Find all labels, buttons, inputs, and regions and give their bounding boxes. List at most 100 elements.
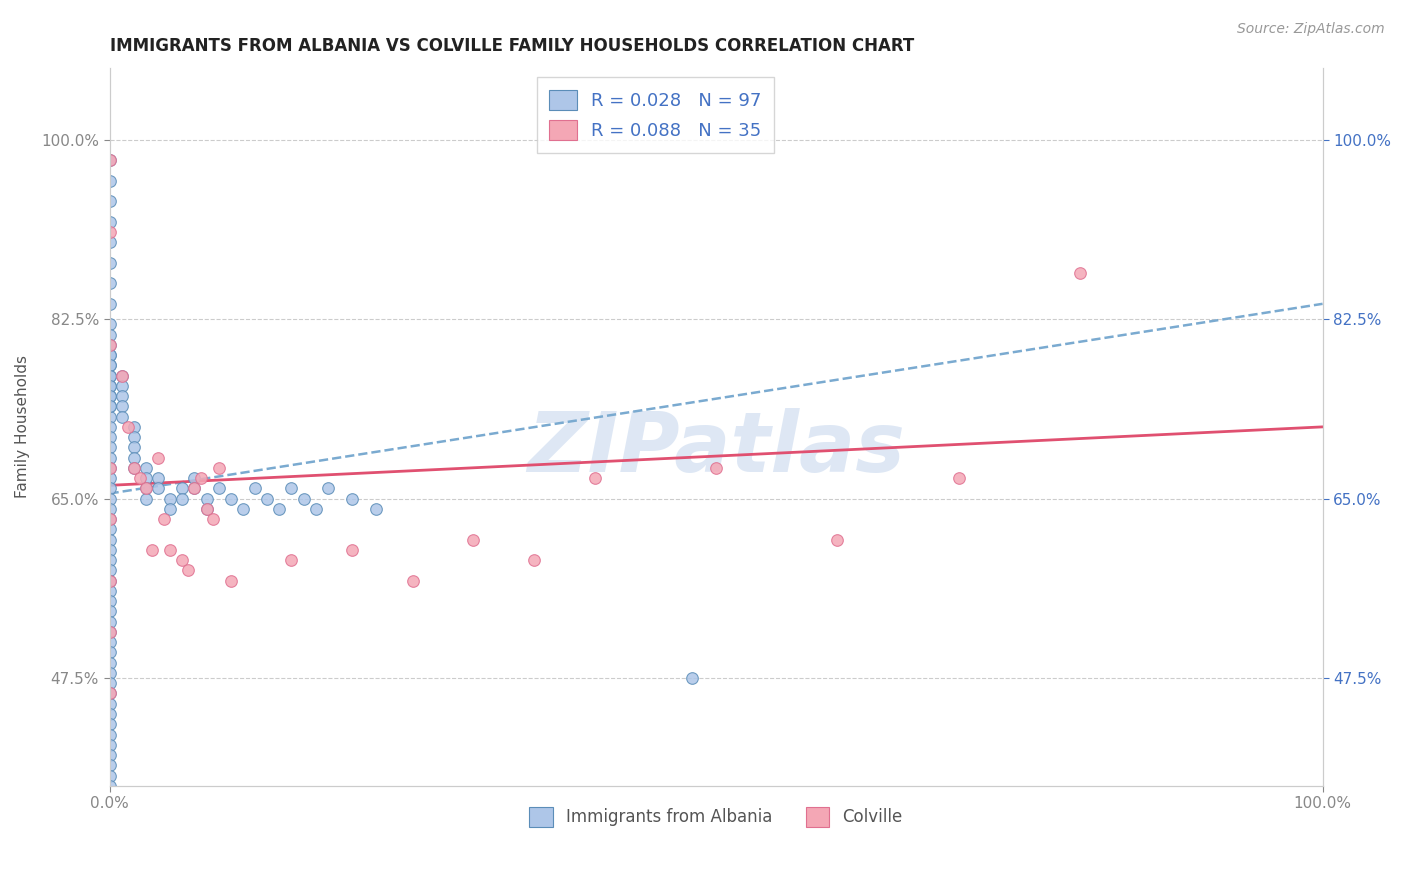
Point: [128, 471, 150, 485]
Point: [201, 512, 224, 526]
Point: [98, 604, 121, 618]
Point: [98, 779, 121, 793]
Point: [98, 502, 121, 516]
Point: [208, 482, 231, 496]
Point: [292, 491, 315, 506]
Point: [111, 389, 134, 403]
Point: [98, 686, 121, 700]
Text: ZIPatlas: ZIPatlas: [527, 408, 905, 489]
Point: [280, 482, 302, 496]
Point: [98, 389, 121, 403]
Point: [172, 491, 194, 506]
Point: [98, 256, 121, 270]
Point: [98, 635, 121, 649]
Point: [135, 461, 157, 475]
Point: [98, 747, 121, 762]
Point: [122, 430, 145, 444]
Y-axis label: Family Households: Family Households: [15, 355, 30, 499]
Point: [141, 543, 163, 558]
Point: [98, 368, 121, 383]
Point: [681, 671, 703, 685]
Point: [98, 297, 121, 311]
Point: [146, 471, 169, 485]
Point: [98, 738, 121, 752]
Point: [98, 768, 121, 782]
Point: [98, 174, 121, 188]
Point: [98, 624, 121, 639]
Point: [98, 717, 121, 731]
Point: [98, 686, 121, 700]
Point: [827, 533, 849, 547]
Point: [122, 450, 145, 465]
Point: [98, 665, 121, 680]
Point: [98, 758, 121, 772]
Point: [219, 491, 242, 506]
Point: [183, 482, 205, 496]
Point: [122, 461, 145, 475]
Point: [172, 482, 194, 496]
Point: [98, 389, 121, 403]
Point: [98, 564, 121, 578]
Point: [98, 491, 121, 506]
Point: [98, 277, 121, 291]
Point: [153, 512, 176, 526]
Point: [98, 533, 121, 547]
Point: [243, 482, 266, 496]
Point: [98, 574, 121, 588]
Point: [98, 594, 121, 608]
Point: [98, 194, 121, 209]
Point: [135, 491, 157, 506]
Point: [98, 359, 121, 373]
Point: [98, 553, 121, 567]
Point: [195, 491, 218, 506]
Point: [98, 359, 121, 373]
Point: [523, 553, 546, 567]
Point: [98, 697, 121, 711]
Point: [98, 368, 121, 383]
Point: [122, 441, 145, 455]
Point: [402, 574, 425, 588]
Point: [195, 502, 218, 516]
Point: [1069, 266, 1091, 280]
Point: [111, 409, 134, 424]
Point: [316, 482, 339, 496]
Point: [98, 471, 121, 485]
Point: [98, 656, 121, 670]
Point: [98, 450, 121, 465]
Point: [98, 338, 121, 352]
Point: [98, 215, 121, 229]
Point: [195, 502, 218, 516]
Point: [280, 553, 302, 567]
Point: [98, 225, 121, 239]
Text: IMMIGRANTS FROM ALBANIA VS COLVILLE FAMILY HOUSEHOLDS CORRELATION CHART: IMMIGRANTS FROM ALBANIA VS COLVILLE FAMI…: [110, 37, 914, 55]
Point: [98, 430, 121, 444]
Point: [98, 512, 121, 526]
Point: [98, 461, 121, 475]
Point: [256, 491, 278, 506]
Point: [98, 523, 121, 537]
Point: [340, 491, 363, 506]
Point: [98, 400, 121, 414]
Point: [183, 482, 205, 496]
Point: [159, 491, 181, 506]
Point: [98, 420, 121, 434]
Point: [122, 420, 145, 434]
Point: [135, 482, 157, 496]
Point: [463, 533, 485, 547]
Legend: Immigrants from Albania, Colville: Immigrants from Albania, Colville: [522, 799, 911, 835]
Point: [146, 450, 169, 465]
Point: [366, 502, 388, 516]
Point: [583, 471, 606, 485]
Point: [122, 461, 145, 475]
Point: [159, 543, 181, 558]
Point: [190, 471, 212, 485]
Point: [98, 153, 121, 168]
Point: [98, 706, 121, 721]
Point: [117, 420, 139, 434]
Point: [111, 400, 134, 414]
Point: [340, 543, 363, 558]
Point: [98, 624, 121, 639]
Point: [146, 482, 169, 496]
Point: [111, 368, 134, 383]
Point: [98, 348, 121, 362]
